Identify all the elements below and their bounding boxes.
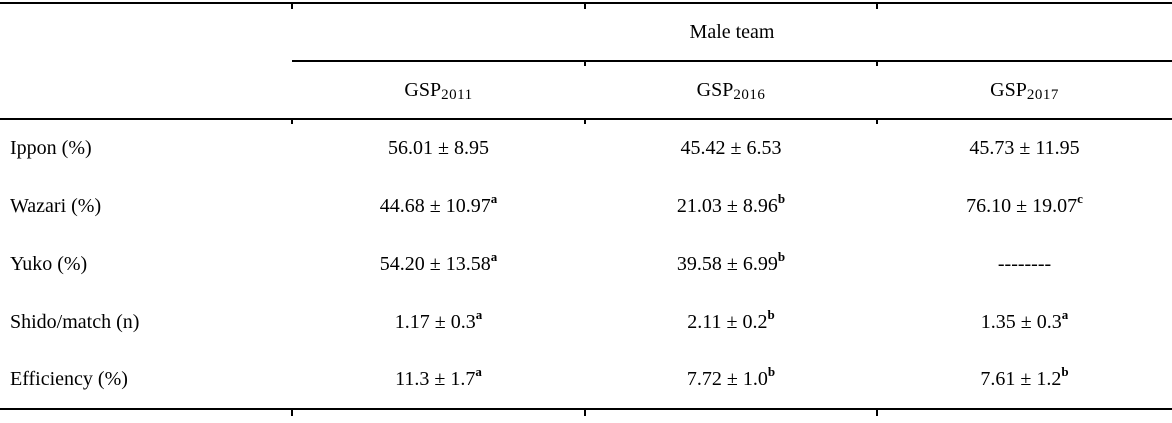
group-header: Male team <box>292 2 1172 62</box>
value-cell: 54.20 ± 13.58a <box>379 248 498 275</box>
stub-cell <box>0 61 292 120</box>
value-cell: 76.10 ± 19.07c <box>966 190 1083 217</box>
column-border-tick <box>291 3 293 9</box>
column-border-tick <box>876 3 878 9</box>
column-header-gsp2017: GSP2017 <box>877 61 1172 120</box>
table-row-ippon: Ippon (%) 56.01 ± 8.95 45.42 ± 6.53 45.7… <box>0 119 1172 177</box>
significance-superscript: a <box>475 364 482 380</box>
value-cell: 45.73 ± 11.95 <box>969 137 1080 159</box>
table-row-wazari: Wazari (%) 44.68 ± 10.97a 21.03 ± 8.96b … <box>0 177 1172 235</box>
row-label: Efficiency (%) <box>0 351 292 410</box>
column-header-base: GSP <box>990 78 1027 101</box>
value-cell: 2.11 ± 0.2b <box>687 306 775 333</box>
column-header-subscript: 2011 <box>441 86 473 103</box>
row-label: Shido/match (n) <box>10 310 140 333</box>
value-cell: 44.68 ± 10.97a <box>379 190 498 217</box>
column-border-tick <box>584 410 586 416</box>
column-header-row: GSP2011 GSP2016 GSP2017 <box>0 61 1172 120</box>
table-row-shido: Shido/match (n) 1.17 ± 0.3a 2.11 ± 0.2b … <box>0 293 1172 351</box>
value-cell: 7.72 ± 1.0b <box>585 351 877 410</box>
value-cell-dashes: -------- <box>997 252 1052 275</box>
value-cell: 21.03 ± 8.96b <box>676 190 786 217</box>
value-cell: 1.35 ± 0.3a <box>980 306 1069 333</box>
significance-superscript: b <box>767 364 776 380</box>
table-row-efficiency: Efficiency (%) 11.3 ± 1.7a 7.72 ± 1.0b 7… <box>0 351 1172 410</box>
value-cell: 39.58 ± 6.99b <box>676 248 786 275</box>
column-border-tick <box>584 60 586 66</box>
value-cell: 1.17 ± 0.3a <box>394 306 483 333</box>
column-header-gsp2016: GSP2016 <box>585 61 877 120</box>
row-label: Ippon (%) <box>10 137 92 159</box>
significance-superscript: b <box>767 306 775 322</box>
row-label: Wazari (%) <box>10 194 102 217</box>
column-border-tick <box>876 60 878 66</box>
column-border-tick <box>291 118 293 124</box>
significance-superscript: b <box>777 248 786 264</box>
value-cell: 56.01 ± 8.95 <box>388 137 489 159</box>
column-border-tick <box>291 410 293 416</box>
column-header-base: GSP <box>404 78 442 101</box>
group-header-row: Male team <box>0 2 1172 62</box>
significance-superscript: a <box>490 248 498 264</box>
corner-cell <box>0 2 292 61</box>
significance-superscript: a <box>1061 306 1069 322</box>
column-header-subscript: 2016 <box>733 86 766 103</box>
significance-superscript: b <box>777 190 786 206</box>
column-border-tick <box>584 118 586 124</box>
column-header-subscript: 2017 <box>1026 86 1059 103</box>
significance-superscript: c <box>1077 190 1083 206</box>
results-table: Male team GSP2011 GSP2016 GSP2017 Ippon … <box>0 2 1172 410</box>
column-header-gsp2011: GSP2011 <box>292 61 585 120</box>
row-label: Yuko (%) <box>10 252 88 275</box>
table-row-yuko: Yuko (%) 54.20 ± 13.58a 39.58 ± 6.99b --… <box>0 235 1172 293</box>
significance-superscript: a <box>490 190 498 206</box>
column-header-base: GSP <box>696 78 734 101</box>
value-cell: 45.42 ± 6.53 <box>680 137 782 159</box>
column-border-tick <box>584 3 586 9</box>
column-border-tick <box>876 118 878 124</box>
significance-superscript: a <box>475 306 483 322</box>
value-cell: 7.61 ± 1.2b <box>877 351 1172 410</box>
significance-superscript: b <box>1061 364 1069 380</box>
column-border-tick <box>876 410 878 416</box>
value-cell: 11.3 ± 1.7a <box>292 351 585 410</box>
